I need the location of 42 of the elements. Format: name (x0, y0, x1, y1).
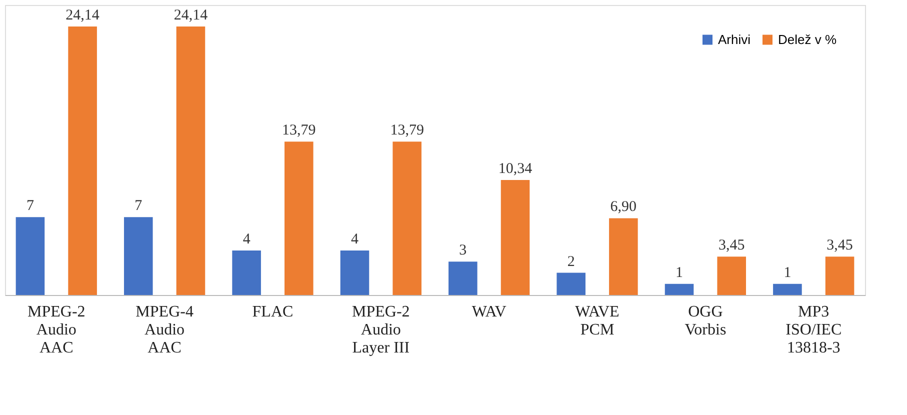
legend-label: Arhivi (718, 32, 751, 47)
data-label: 10,34 (498, 160, 533, 177)
x-tick-label: WAVE PCM (575, 304, 620, 338)
bar (664, 284, 694, 295)
x-tick-label: MP3 ISO/IEC 13818-3 (786, 304, 842, 356)
x-tick-label: MPEG-2 Audio AAC (27, 304, 86, 356)
data-label: 3,45 (826, 238, 853, 254)
bar (232, 250, 261, 295)
bar (16, 217, 45, 295)
data-label: 1 (676, 264, 684, 281)
data-label: 13,79 (282, 122, 316, 139)
data-label: 1 (784, 264, 792, 281)
bar (556, 272, 586, 295)
bar (68, 26, 97, 295)
data-label: 3 (459, 242, 467, 259)
x-tick-label: FLAC (252, 304, 294, 320)
x-tick-label: MPEG-4 Audio AAC (136, 304, 194, 356)
data-label: 6,90 (610, 199, 637, 216)
data-label: 3,45 (718, 238, 745, 254)
x-tick-label: MPEG-2 Audio Layer III (352, 304, 410, 356)
x-tick-label: OGG Vorbis (684, 304, 726, 338)
bar (500, 180, 530, 295)
bar (609, 218, 638, 295)
data-label: 24,14 (174, 7, 208, 24)
bar (284, 142, 314, 295)
data-label: 4 (350, 232, 359, 248)
bar (448, 262, 478, 295)
bar (717, 256, 746, 295)
data-label: 4 (242, 232, 251, 248)
x-tick-label: WAV (472, 304, 507, 320)
data-label: 2 (567, 254, 575, 270)
data-label: 7 (26, 198, 34, 214)
data-label: 24,14 (66, 7, 100, 24)
bar (340, 250, 370, 295)
bar (392, 142, 422, 295)
legend-label: Delež v % (778, 32, 837, 47)
data-label: 7 (134, 198, 143, 214)
bar (176, 26, 206, 295)
bar (773, 284, 802, 295)
bar (825, 256, 854, 295)
data-label: 13,79 (390, 122, 424, 139)
bar (124, 217, 153, 295)
